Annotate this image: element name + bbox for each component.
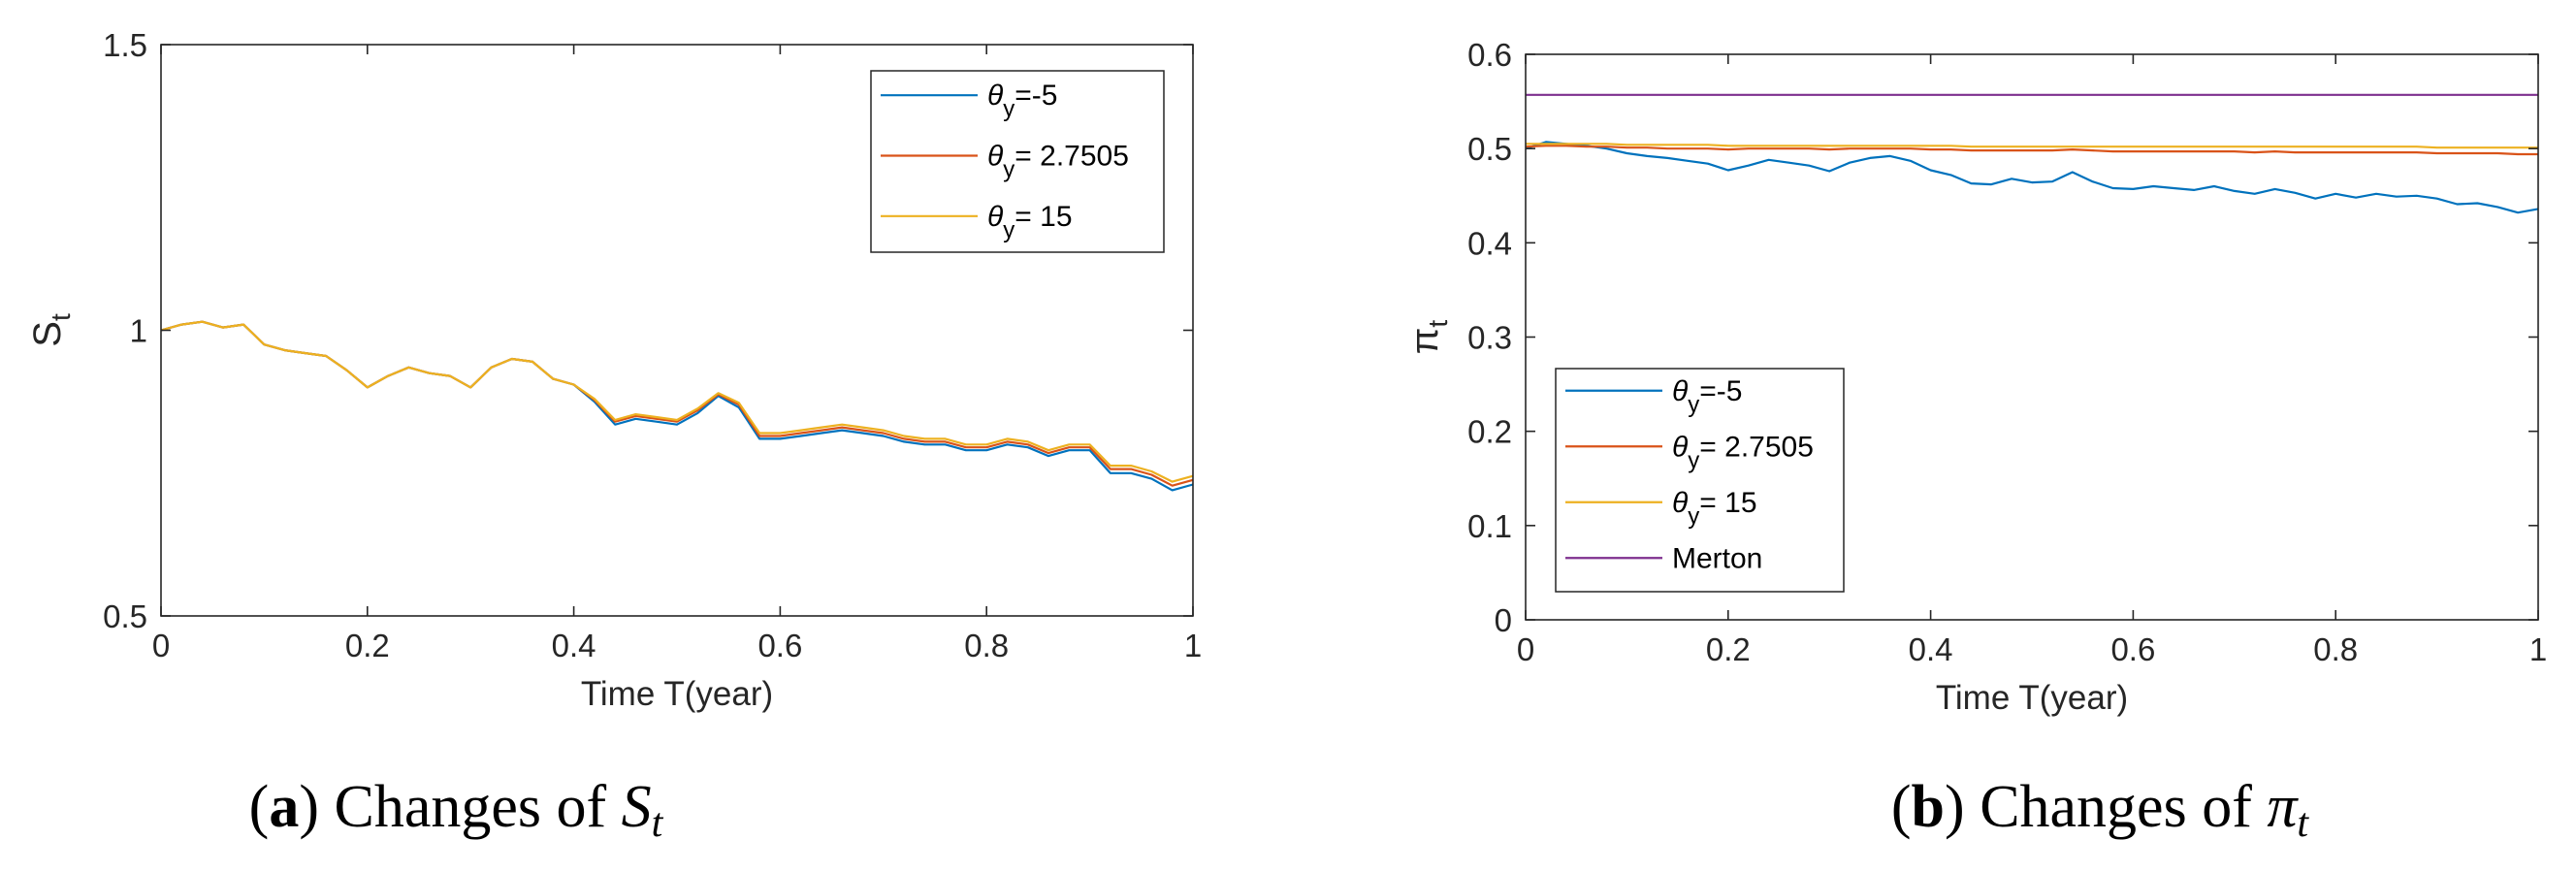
y-tick-label-b-5: 0.5	[1467, 131, 1512, 167]
x-axis-label-b: Time T(year)	[1936, 679, 2128, 717]
caption-b-close-paren: )	[1945, 774, 1980, 840]
x-tick-label-a-5: 1	[1184, 628, 1202, 663]
y-tick-label-b-6: 0.6	[1467, 37, 1512, 73]
legend-label-base-a-0: θ	[987, 80, 1004, 112]
legend-box-a	[870, 70, 1165, 253]
legend-label-rest-b-1: = 2.7505	[1699, 431, 1814, 463]
caption-b-label: b	[1912, 774, 1945, 840]
legend-label-rest-a-0: =-5	[1014, 80, 1057, 112]
legend-label-base-a-1: θ	[987, 141, 1004, 173]
legend-label-base-b-3: Merton	[1672, 542, 1762, 574]
y-axis-label-base-a: S	[26, 321, 69, 347]
caption-a-text: Changes of	[334, 774, 606, 840]
y-tick-label-b-1: 0.1	[1467, 508, 1512, 544]
chart-panel-b: 0 0.2 0.4 0.6 0.8 1 0 0.1 0.2 0.3 0.4 0.5 0.6 Time T(…	[1403, 37, 2547, 717]
y-tick-label-b-4: 0.4	[1467, 225, 1512, 261]
series-line-a-2	[160, 320, 1194, 483]
legend-label-sub-a-1: y	[1003, 157, 1014, 183]
caption-a-symbol: S	[622, 774, 652, 840]
caption-b: (b) Changes of πt	[1891, 774, 2310, 846]
legend-label-a-0: θy=-5	[987, 80, 1057, 122]
caption-a-close-paren: )	[299, 774, 334, 840]
caption-a-sub: t	[652, 801, 664, 846]
caption-b-text: Changes of	[1980, 774, 2252, 840]
legend-label-sub-a-0: y	[1003, 96, 1014, 122]
legend-label-base-b-2: θ	[1672, 487, 1689, 519]
caption-a-label: a	[269, 774, 299, 840]
legend-label-b-1: θy= 2.7505	[1672, 431, 1814, 473]
x-axis-label-a: Time T(year)	[581, 675, 773, 713]
caption-b-sub: t	[2297, 801, 2309, 846]
x-tick-label-a-1: 0.2	[345, 628, 390, 663]
x-tick-label-a-0: 0	[152, 628, 170, 663]
legend-label-b-3: Merton	[1672, 542, 1762, 574]
legend-label-sub-a-2: y	[1003, 217, 1014, 243]
y-axis-label-base-b: π	[1403, 328, 1446, 355]
legend-label-base-a-2: θ	[987, 201, 1004, 233]
x-tick-label-b-0: 0	[1517, 631, 1534, 667]
y-tick-label-a-1: 1	[130, 313, 147, 349]
legend-label-rest-b-2: = 15	[1699, 487, 1756, 519]
legend-label-rest-a-2: = 15	[1014, 201, 1072, 233]
legend-box-b	[1555, 368, 1845, 593]
y-axis-label-sub-a: t	[46, 313, 76, 321]
legend-label-base-b-0: θ	[1672, 375, 1689, 407]
legend-label-rest-b-0: =-5	[1699, 375, 1742, 407]
y-axis-label-a: St	[26, 313, 76, 347]
y-tick-label-b-2: 0.2	[1467, 414, 1512, 450]
legend-label-b-2: θy= 15	[1672, 487, 1757, 530]
x-tick-label-b-4: 0.8	[2313, 631, 2358, 667]
y-tick-label-a-2: 1.5	[103, 27, 147, 63]
legend-label-a-2: θy= 15	[987, 201, 1073, 243]
legend-label-sub-b-0: y	[1688, 392, 1699, 418]
caption-b-open-paren: (	[1891, 774, 1912, 840]
caption-a-open-paren: (	[249, 774, 270, 840]
caption-b-symbol: π	[2267, 774, 2299, 840]
legend-label-a-1: θy= 2.7505	[987, 141, 1129, 183]
y-axis-label-sub-b: t	[1423, 320, 1453, 328]
x-tick-label-a-3: 0.6	[757, 628, 802, 663]
x-tick-label-b-2: 0.4	[1909, 631, 1953, 667]
x-tick-label-b-5: 1	[2529, 631, 2547, 667]
legend-label-sub-b-1: y	[1688, 447, 1699, 473]
legend-label-rest-a-1: = 2.7505	[1014, 141, 1129, 173]
series-line-b-0	[1525, 141, 2539, 214]
y-tick-label-b-0: 0	[1495, 602, 1512, 638]
x-tick-label-b-3: 0.6	[2110, 631, 2155, 667]
legend-label-base-b-1: θ	[1672, 431, 1689, 463]
series-line-b-2	[1526, 143, 2538, 149]
x-tick-label-b-1: 0.2	[1706, 631, 1751, 667]
x-tick-label-a-4: 0.8	[964, 628, 1009, 663]
legend-label-sub-b-2: y	[1688, 503, 1699, 530]
x-tick-label-a-2: 0.4	[552, 628, 596, 663]
caption-a: (a) Changes of St	[249, 774, 664, 846]
y-tick-label-a-0: 0.5	[103, 598, 147, 634]
series-line-b-1	[1525, 145, 2538, 156]
y-axis-label-b: πt	[1403, 320, 1453, 355]
y-tick-label-b-3: 0.3	[1467, 320, 1512, 356]
legend-label-b-0: θy=-5	[1672, 375, 1742, 418]
